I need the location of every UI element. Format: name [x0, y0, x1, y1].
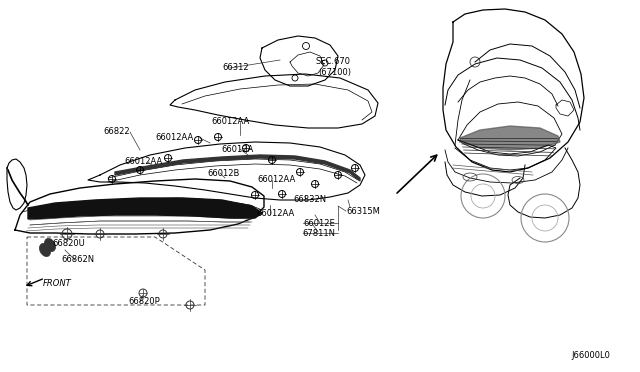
Text: 66820P: 66820P	[128, 298, 160, 307]
Text: 66862N: 66862N	[61, 256, 94, 264]
Text: 66312: 66312	[222, 64, 248, 73]
Ellipse shape	[40, 243, 51, 257]
Text: 66012B: 66012B	[207, 169, 239, 177]
Text: 66315M: 66315M	[346, 206, 380, 215]
Text: 66012AA: 66012AA	[256, 209, 294, 218]
Text: 66012AA: 66012AA	[257, 176, 295, 185]
Text: 66012A: 66012A	[221, 144, 253, 154]
Text: 66822: 66822	[103, 128, 130, 137]
Polygon shape	[28, 198, 262, 219]
Text: 66012AA: 66012AA	[211, 118, 249, 126]
Ellipse shape	[44, 238, 56, 251]
Text: 66012AA: 66012AA	[124, 157, 163, 167]
Polygon shape	[115, 155, 360, 181]
Text: J66000L0: J66000L0	[571, 352, 610, 360]
Text: SEC.670: SEC.670	[316, 58, 351, 67]
Polygon shape	[460, 126, 560, 150]
Text: FRONT: FRONT	[43, 279, 72, 288]
Text: 66820U: 66820U	[52, 238, 84, 247]
Text: 66832N: 66832N	[293, 195, 326, 203]
Text: 67811N: 67811N	[302, 228, 335, 237]
Text: (67100): (67100)	[318, 68, 351, 77]
Text: 66012AA: 66012AA	[155, 134, 193, 142]
Text: 66012E: 66012E	[303, 218, 335, 228]
